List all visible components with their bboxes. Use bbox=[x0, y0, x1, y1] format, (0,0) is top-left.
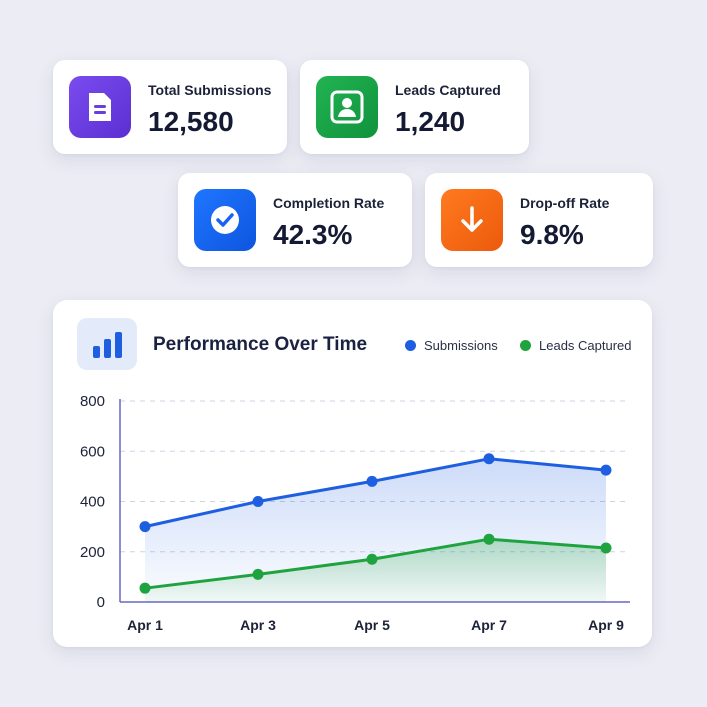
stat-value: 42.3% bbox=[273, 219, 353, 250]
stat-value: 12,580 bbox=[148, 106, 234, 137]
data-point bbox=[252, 568, 264, 580]
user-icon bbox=[316, 76, 378, 138]
x-tick-label: Apr 7 bbox=[471, 617, 507, 633]
y-tick-label: 0 bbox=[97, 594, 105, 611]
legend-dot bbox=[405, 340, 416, 351]
x-tick-label: Apr 5 bbox=[354, 617, 390, 633]
y-tick-label: 800 bbox=[80, 393, 105, 410]
stat-label: Leads Captured bbox=[395, 82, 501, 98]
stat-card-drop-off-rate: Drop-off Rate 9.8% bbox=[425, 173, 653, 267]
x-tick-label: Apr 1 bbox=[127, 617, 163, 633]
x-tick-label: Apr 9 bbox=[588, 617, 624, 633]
legend-item-submissions: Submissions bbox=[405, 338, 498, 353]
bar-chart-icon bbox=[77, 318, 137, 370]
data-point bbox=[139, 582, 151, 594]
chart-title: Performance Over Time bbox=[153, 334, 368, 355]
stat-value: 9.8% bbox=[520, 219, 584, 250]
legend-label: Submissions bbox=[424, 338, 498, 353]
stat-value: 1,240 bbox=[395, 106, 466, 137]
arrow-down-icon bbox=[441, 189, 503, 251]
stat-card-total-submissions: Total Submissions 12,580 bbox=[53, 60, 287, 154]
series-area bbox=[145, 539, 606, 602]
line-chart: 0 200 400 600 800 Apr 1 Apr 3 Apr 5 Apr 7 Apr 9 bbox=[80, 393, 630, 633]
stat-card-leads-captured: Leads Captured 1,240 bbox=[300, 60, 529, 154]
legend-label: Leads Captured bbox=[539, 338, 632, 353]
data-point bbox=[600, 464, 612, 476]
check-circle-icon bbox=[194, 189, 256, 251]
data-point bbox=[483, 533, 495, 545]
data-point bbox=[139, 521, 151, 533]
y-tick-label: 400 bbox=[80, 494, 105, 511]
y-tick-label: 200 bbox=[80, 544, 105, 561]
data-point bbox=[366, 475, 378, 487]
chart-card: Performance Over Time Submissions Leads … bbox=[53, 300, 652, 647]
stat-label: Drop-off Rate bbox=[520, 195, 610, 211]
data-point bbox=[600, 542, 612, 554]
x-tick-label: Apr 3 bbox=[240, 617, 276, 633]
data-point bbox=[252, 496, 264, 507]
y-tick-label: 600 bbox=[80, 443, 105, 460]
data-point bbox=[366, 553, 378, 565]
stat-card-completion-rate: Completion Rate 42.3% bbox=[178, 173, 412, 267]
stat-label: Completion Rate bbox=[273, 195, 385, 211]
document-icon bbox=[69, 76, 131, 138]
stat-label: Total Submissions bbox=[148, 82, 272, 98]
legend-dot bbox=[520, 340, 531, 351]
data-point bbox=[483, 453, 495, 465]
legend-item-leads-captured: Leads Captured bbox=[520, 338, 632, 353]
